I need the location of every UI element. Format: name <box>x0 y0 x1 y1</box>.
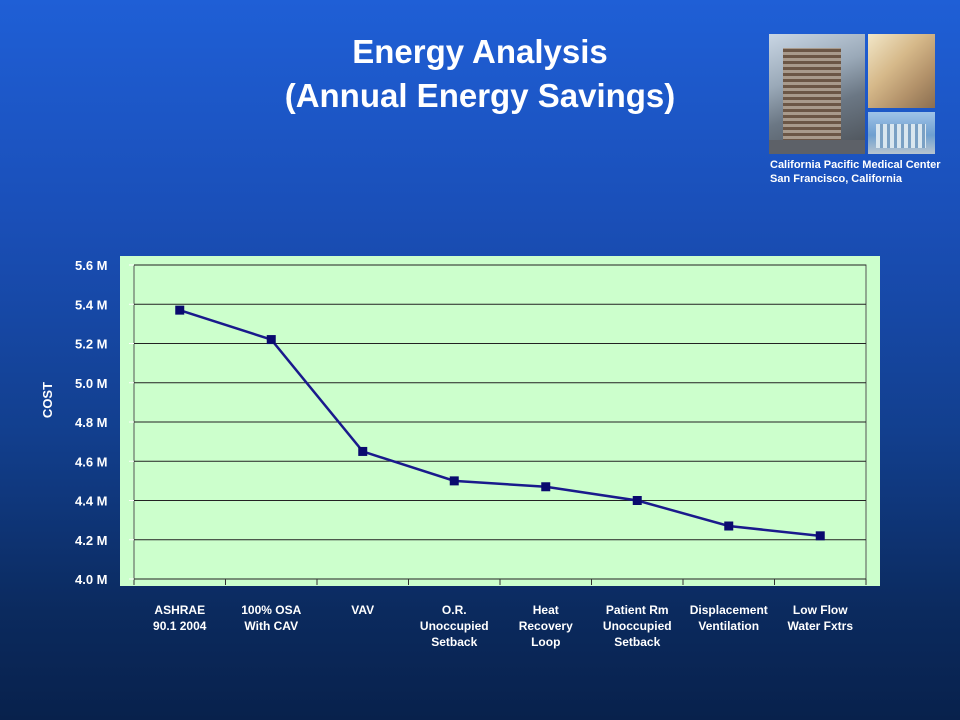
building-facade <box>783 48 841 142</box>
x-tick-label-line: Setback <box>431 635 477 649</box>
x-tick-label-line: O.R. <box>442 603 467 617</box>
x-tick-label: O.R. Unoccupied Setback <box>420 603 489 649</box>
x-tick-label-line: Unoccupied <box>603 619 672 633</box>
y-tick-label: 5.6 M <box>75 258 108 273</box>
y-axis-ticks: 4.0 M 4.2 M 4.4 M 4.6 M 4.8 M 5.0 M 5.2 M 5.4 M… <box>75 258 134 587</box>
x-tick-label: ASHRAE 90.1 2004 <box>153 603 207 633</box>
x-axis-labels: ASHRAE 90.1 2004 100% OSA With CAV VAV O.R. Un… <box>153 603 853 649</box>
x-tick-label-line: 90.1 2004 <box>153 619 207 633</box>
y-tick-label: 4.2 M <box>75 533 108 548</box>
data-point <box>815 531 825 541</box>
series-line <box>179 308 821 538</box>
x-tick-label-line: Displacement <box>690 603 768 617</box>
y-tick-label: 4.6 M <box>75 454 108 469</box>
x-tick-label: Heat Recovery Loop <box>519 603 573 649</box>
building-photo-main <box>769 34 865 154</box>
caption-line-2: San Francisco, California <box>770 173 903 185</box>
x-tick-label-line: Water Fxtrs <box>787 619 853 633</box>
y-tick-label: 5.4 M <box>75 297 108 312</box>
x-tick-label: Displacement Ventilation <box>690 603 768 633</box>
x-tick-label-line: Setback <box>614 635 660 649</box>
x-tick-label-line: VAV <box>351 603 374 617</box>
slide-title: Energy Analysis (Annual Energy Savings) <box>0 30 960 118</box>
data-point <box>175 305 185 315</box>
data-point <box>358 446 368 456</box>
x-tick-label-line: Heat <box>533 603 559 617</box>
photo-caption: California Pacific Medical Center San Fr… <box>770 158 955 186</box>
y-tick-label: 5.0 M <box>75 376 108 391</box>
y-axis-label: COST <box>40 382 55 418</box>
y-tick-label: 4.4 M <box>75 494 108 509</box>
data-point <box>266 335 276 345</box>
x-tick-label: Low Flow Water Fxtrs <box>787 603 853 633</box>
data-point <box>724 521 734 531</box>
data-point <box>541 482 551 492</box>
cost-series <box>175 305 825 541</box>
title-line-1: Energy Analysis <box>352 33 608 70</box>
street <box>769 140 865 154</box>
data-point <box>632 496 642 505</box>
x-tick-label-line: Recovery <box>519 619 573 633</box>
data-point <box>449 476 459 486</box>
x-tick-label-line: Patient Rm <box>606 603 669 617</box>
x-tick-label: 100% OSA With CAV <box>241 603 301 633</box>
title-line-2: (Annual Energy Savings) <box>284 77 676 114</box>
x-tick-label-line: 100% OSA <box>241 603 301 617</box>
glass-facade <box>876 124 926 148</box>
x-tick-label-line: ASHRAE <box>154 603 205 617</box>
building-photo-interior <box>868 34 935 108</box>
y-tick-label: 4.0 M <box>75 572 108 587</box>
building-photo-collage <box>769 34 935 154</box>
x-tick-label-line: Low Flow <box>793 603 848 617</box>
x-tick-label-line: Loop <box>531 635 560 649</box>
x-tick-label-line: Ventilation <box>698 619 759 633</box>
building-photo-exterior <box>868 112 935 154</box>
y-tick-label: 5.2 M <box>75 337 108 352</box>
caption-line-1: California Pacific Medical Center <box>770 159 941 171</box>
x-tick-label-line: Unoccupied <box>420 619 489 633</box>
x-tick-label-line: With CAV <box>244 619 298 633</box>
x-tick-label: VAV <box>351 603 374 617</box>
plot-area <box>120 256 880 586</box>
y-tick-label: 4.8 M <box>75 415 108 430</box>
x-tick-label: Patient Rm Unoccupied Setback <box>603 603 672 649</box>
